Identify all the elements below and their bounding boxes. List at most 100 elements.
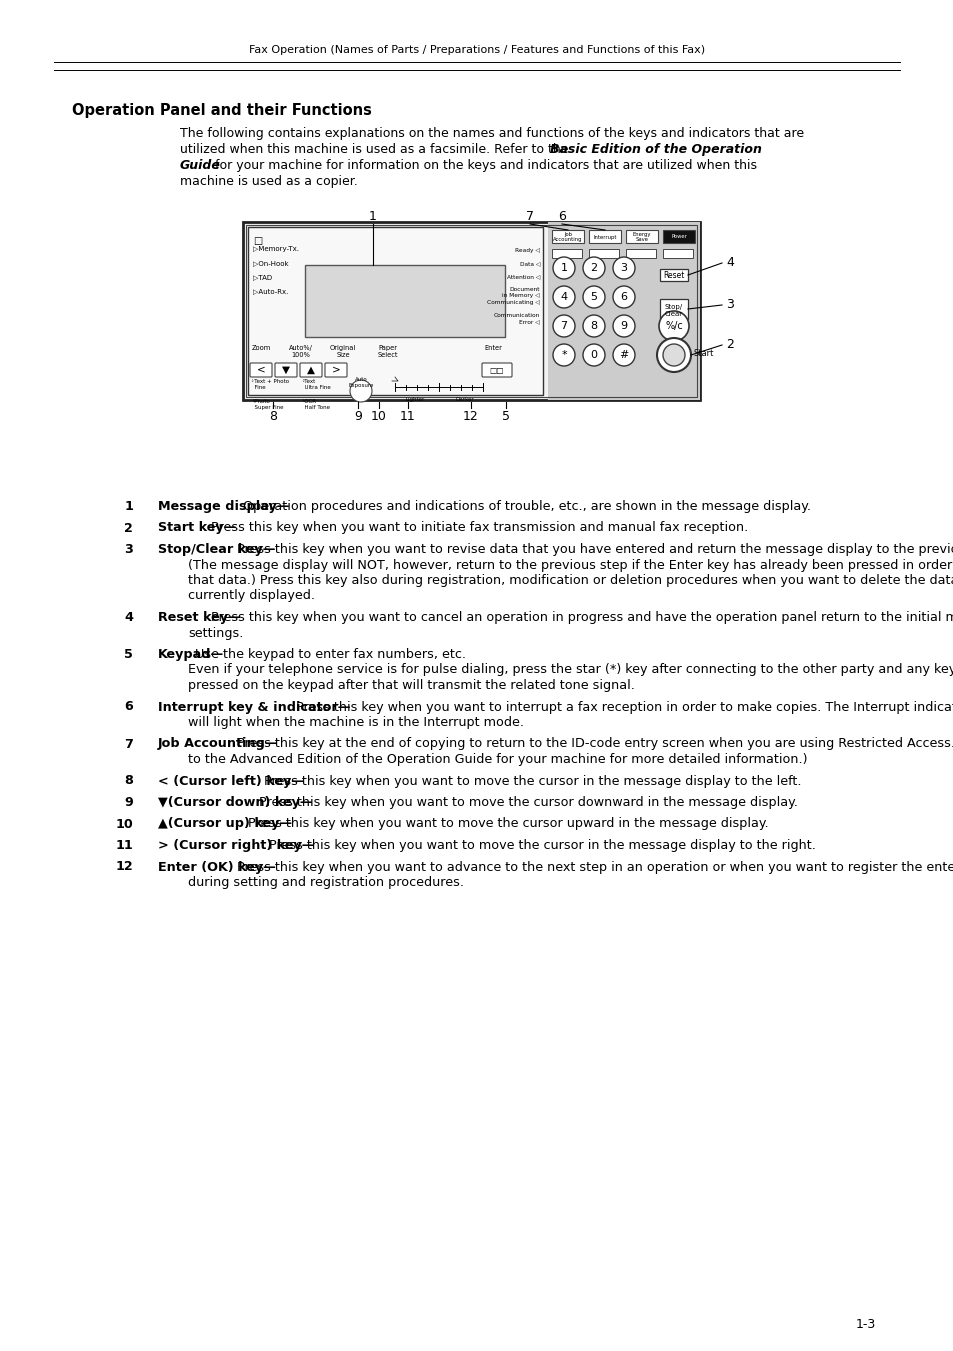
Text: Basic Edition of the Operation: Basic Edition of the Operation (550, 143, 761, 155)
Text: > (Cursor right) key—: > (Cursor right) key— (158, 839, 314, 852)
Text: 4: 4 (559, 292, 567, 303)
Text: for your machine for information on the keys and indicators that are utilized wh: for your machine for information on the … (211, 159, 757, 172)
Circle shape (582, 257, 604, 280)
Text: 4: 4 (725, 257, 733, 269)
Circle shape (553, 315, 575, 336)
Text: 1: 1 (560, 263, 567, 273)
Circle shape (582, 345, 604, 366)
Text: < (Cursor left) key—: < (Cursor left) key— (158, 774, 304, 788)
Text: Press this key when you want to initiate fax transmission and manual fax recepti: Press this key when you want to initiate… (211, 521, 747, 535)
Text: Interrupt key & indicator—: Interrupt key & indicator— (158, 701, 350, 713)
Bar (662, 230, 695, 243)
Text: 6: 6 (124, 701, 132, 713)
Text: Zoom: Zoom (251, 345, 271, 351)
Text: ▷Memory-Tx.: ▷Memory-Tx. (253, 246, 298, 253)
Text: Document
in Memory ◁: Document in Memory ◁ (502, 286, 539, 297)
Text: □: □ (253, 236, 262, 246)
Circle shape (657, 338, 690, 372)
Text: will light when the machine is in the Interrupt mode.: will light when the machine is in the In… (188, 716, 523, 730)
Text: 7: 7 (525, 211, 534, 223)
Text: The following contains explanations on the names and functions of the keys and i: The following contains explanations on t… (180, 127, 803, 141)
Text: 2: 2 (590, 263, 597, 273)
Bar (243, 222, 700, 400)
Text: Start key—: Start key— (158, 521, 236, 535)
Text: ◦Text + Photo
  Fine: ◦Text + Photo Fine (251, 380, 289, 390)
Bar (248, 227, 542, 394)
Text: >: > (332, 365, 340, 376)
Text: □□: □□ (489, 366, 504, 374)
Text: Communicating ◁: Communicating ◁ (487, 300, 539, 305)
Text: Auto
Exposure: Auto Exposure (348, 377, 374, 388)
Text: Press this key when you want to move the cursor upward in the message display.: Press this key when you want to move the… (248, 817, 768, 831)
Text: Data ◁: Data ◁ (519, 261, 539, 266)
Text: to the Advanced Edition of the Operation Guide for your machine for more detaile: to the Advanced Edition of the Operation… (188, 753, 806, 766)
Text: Reset: Reset (662, 272, 684, 281)
Circle shape (553, 345, 575, 366)
Text: #: # (618, 350, 628, 359)
Text: 0: 0 (590, 350, 597, 359)
FancyBboxPatch shape (481, 363, 512, 377)
Text: Even if your telephone service is for pulse dialing, press the star (*) key afte: Even if your telephone service is for pu… (188, 663, 953, 677)
Text: 1-3: 1-3 (855, 1319, 875, 1332)
Bar (552, 230, 583, 243)
Text: settings.: settings. (188, 627, 243, 639)
Text: Operation Panel and their Functions: Operation Panel and their Functions (71, 103, 372, 118)
Text: Darker: Darker (456, 397, 474, 403)
Text: 1: 1 (369, 211, 376, 223)
Text: Press this key at the end of copying to return to the ID-code entry screen when : Press this key at the end of copying to … (237, 738, 953, 751)
Text: ▼(Cursor down) key—: ▼(Cursor down) key— (158, 796, 313, 809)
Bar (552, 249, 581, 258)
Text: Stop/
Clear: Stop/ Clear (664, 304, 682, 316)
Text: Power: Power (670, 235, 686, 239)
Circle shape (350, 380, 372, 403)
Text: 11: 11 (399, 409, 416, 423)
Text: 3: 3 (124, 543, 132, 557)
Text: Use the keypad to enter fax numbers, etc.: Use the keypad to enter fax numbers, etc… (195, 648, 466, 661)
Bar (659, 269, 687, 281)
Text: Press this key when you want to move the cursor in the message display to the ri: Press this key when you want to move the… (269, 839, 816, 852)
Circle shape (613, 315, 635, 336)
Bar (659, 299, 687, 319)
Circle shape (582, 315, 604, 336)
Text: machine is used as a copier.: machine is used as a copier. (180, 176, 357, 188)
Text: Enter (OK) key—: Enter (OK) key— (158, 861, 275, 874)
Text: Press this key when you want to cancel an operation in progress and have the ope: Press this key when you want to cancel a… (211, 611, 953, 624)
Text: Lighter: Lighter (405, 397, 424, 403)
Text: 8: 8 (269, 409, 276, 423)
Text: 8: 8 (124, 774, 132, 788)
Text: Auto%/
100%: Auto%/ 100% (289, 345, 313, 358)
Text: 2: 2 (124, 521, 132, 535)
Text: Reset key—: Reset key— (158, 611, 240, 624)
Text: ▷TAD: ▷TAD (253, 274, 272, 280)
Text: Keypad—: Keypad— (158, 648, 224, 661)
Text: Enter: Enter (483, 345, 501, 351)
Text: *: * (560, 350, 566, 359)
Text: 11: 11 (115, 839, 132, 852)
Bar (305, 265, 504, 336)
Text: ◦Photo
  Super Fine: ◦Photo Super Fine (251, 399, 283, 409)
Text: Press this key when you want to interrupt a fax reception in order to make copie: Press this key when you want to interrup… (295, 701, 953, 713)
Text: ▷Auto-Rx.: ▷Auto-Rx. (253, 288, 288, 295)
Bar (588, 249, 618, 258)
Text: ◦OCR
  Half Tone: ◦OCR Half Tone (301, 399, 330, 409)
Text: 3: 3 (619, 263, 627, 273)
Text: 8: 8 (590, 322, 597, 331)
Text: Communication
Error ◁: Communication Error ◁ (494, 313, 539, 324)
Text: Fax Operation (Names of Parts / Preparations / Features and Functions of this Fa: Fax Operation (Names of Parts / Preparat… (249, 45, 704, 55)
Text: Press this key when you want to move the cursor in the message display to the le: Press this key when you want to move the… (264, 774, 801, 788)
Text: Interrupt: Interrupt (593, 235, 616, 239)
Text: Paper
Select: Paper Select (377, 345, 397, 358)
Text: 6: 6 (619, 292, 627, 303)
Text: 12: 12 (462, 409, 478, 423)
Bar (588, 230, 620, 243)
Text: 5: 5 (501, 409, 510, 423)
Text: Operation procedures and indications of trouble, etc., are shown in the message : Operation procedures and indications of … (243, 500, 810, 513)
Circle shape (659, 311, 688, 340)
Text: Job
Accounting: Job Accounting (553, 231, 582, 242)
Text: Press this key when you want to move the cursor downward in the message display.: Press this key when you want to move the… (258, 796, 797, 809)
Circle shape (662, 345, 684, 366)
Bar (662, 249, 692, 258)
Text: <: < (256, 365, 265, 376)
Text: 2: 2 (725, 339, 733, 351)
Text: Job Accounting—: Job Accounting— (158, 738, 278, 751)
